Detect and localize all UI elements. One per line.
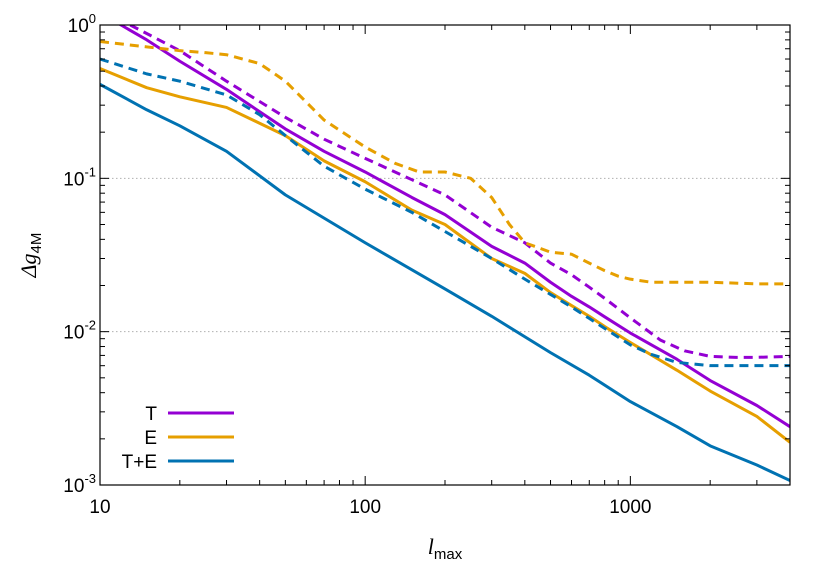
series-line-t-e bbox=[100, 83, 790, 482]
legend: TE T+E bbox=[122, 404, 234, 473]
y-tick-label-base: 10 bbox=[68, 16, 89, 37]
y-tick-label-exponent: 0 bbox=[89, 11, 96, 26]
ticks bbox=[99, 24, 791, 486]
y-tick-label-exponent: -3 bbox=[84, 471, 96, 486]
y-tick-label-2: 10-2 bbox=[63, 318, 96, 344]
x-axis-title-sub: max bbox=[434, 546, 463, 563]
plot-frame bbox=[99, 24, 791, 486]
y-tick-label-3: 10-3 bbox=[63, 471, 96, 497]
x-tick-label-1: 100 bbox=[349, 497, 381, 518]
series-line-t bbox=[118, 25, 790, 428]
legend-label-t: T bbox=[145, 404, 157, 425]
y-axis-title: Δg4M bbox=[16, 233, 45, 279]
x-tick-label-2: 1000 bbox=[609, 497, 651, 518]
y-tick-label-base: 10 bbox=[63, 323, 84, 344]
series-line-t-dashed bbox=[129, 25, 790, 359]
y-tick-label-1: 10-1 bbox=[63, 164, 96, 190]
series-line-e bbox=[100, 67, 790, 444]
series-group bbox=[100, 25, 790, 482]
y-tick-label-exponent: -2 bbox=[84, 318, 96, 333]
x-axis-title: lmax bbox=[428, 534, 463, 563]
y-tick-label-0: 100 bbox=[68, 11, 96, 37]
y-tick-label-exponent: -1 bbox=[84, 164, 96, 179]
legend-label-e: E bbox=[144, 428, 157, 449]
x-axis-title-main: l bbox=[428, 534, 434, 559]
series-line-e-dashed bbox=[100, 40, 790, 286]
y-tick-label-base: 10 bbox=[63, 169, 84, 190]
y-axis-title-sub: 4M bbox=[28, 233, 45, 254]
series-line-t-e-dashed bbox=[100, 57, 790, 368]
y-tick-label-base: 10 bbox=[63, 476, 84, 497]
x-tick-label-0: 10 bbox=[89, 497, 110, 518]
y-axis-title-main: Δg bbox=[16, 253, 41, 278]
legend-label-t-e: T+E bbox=[122, 452, 157, 473]
grid-lines bbox=[100, 177, 790, 333]
